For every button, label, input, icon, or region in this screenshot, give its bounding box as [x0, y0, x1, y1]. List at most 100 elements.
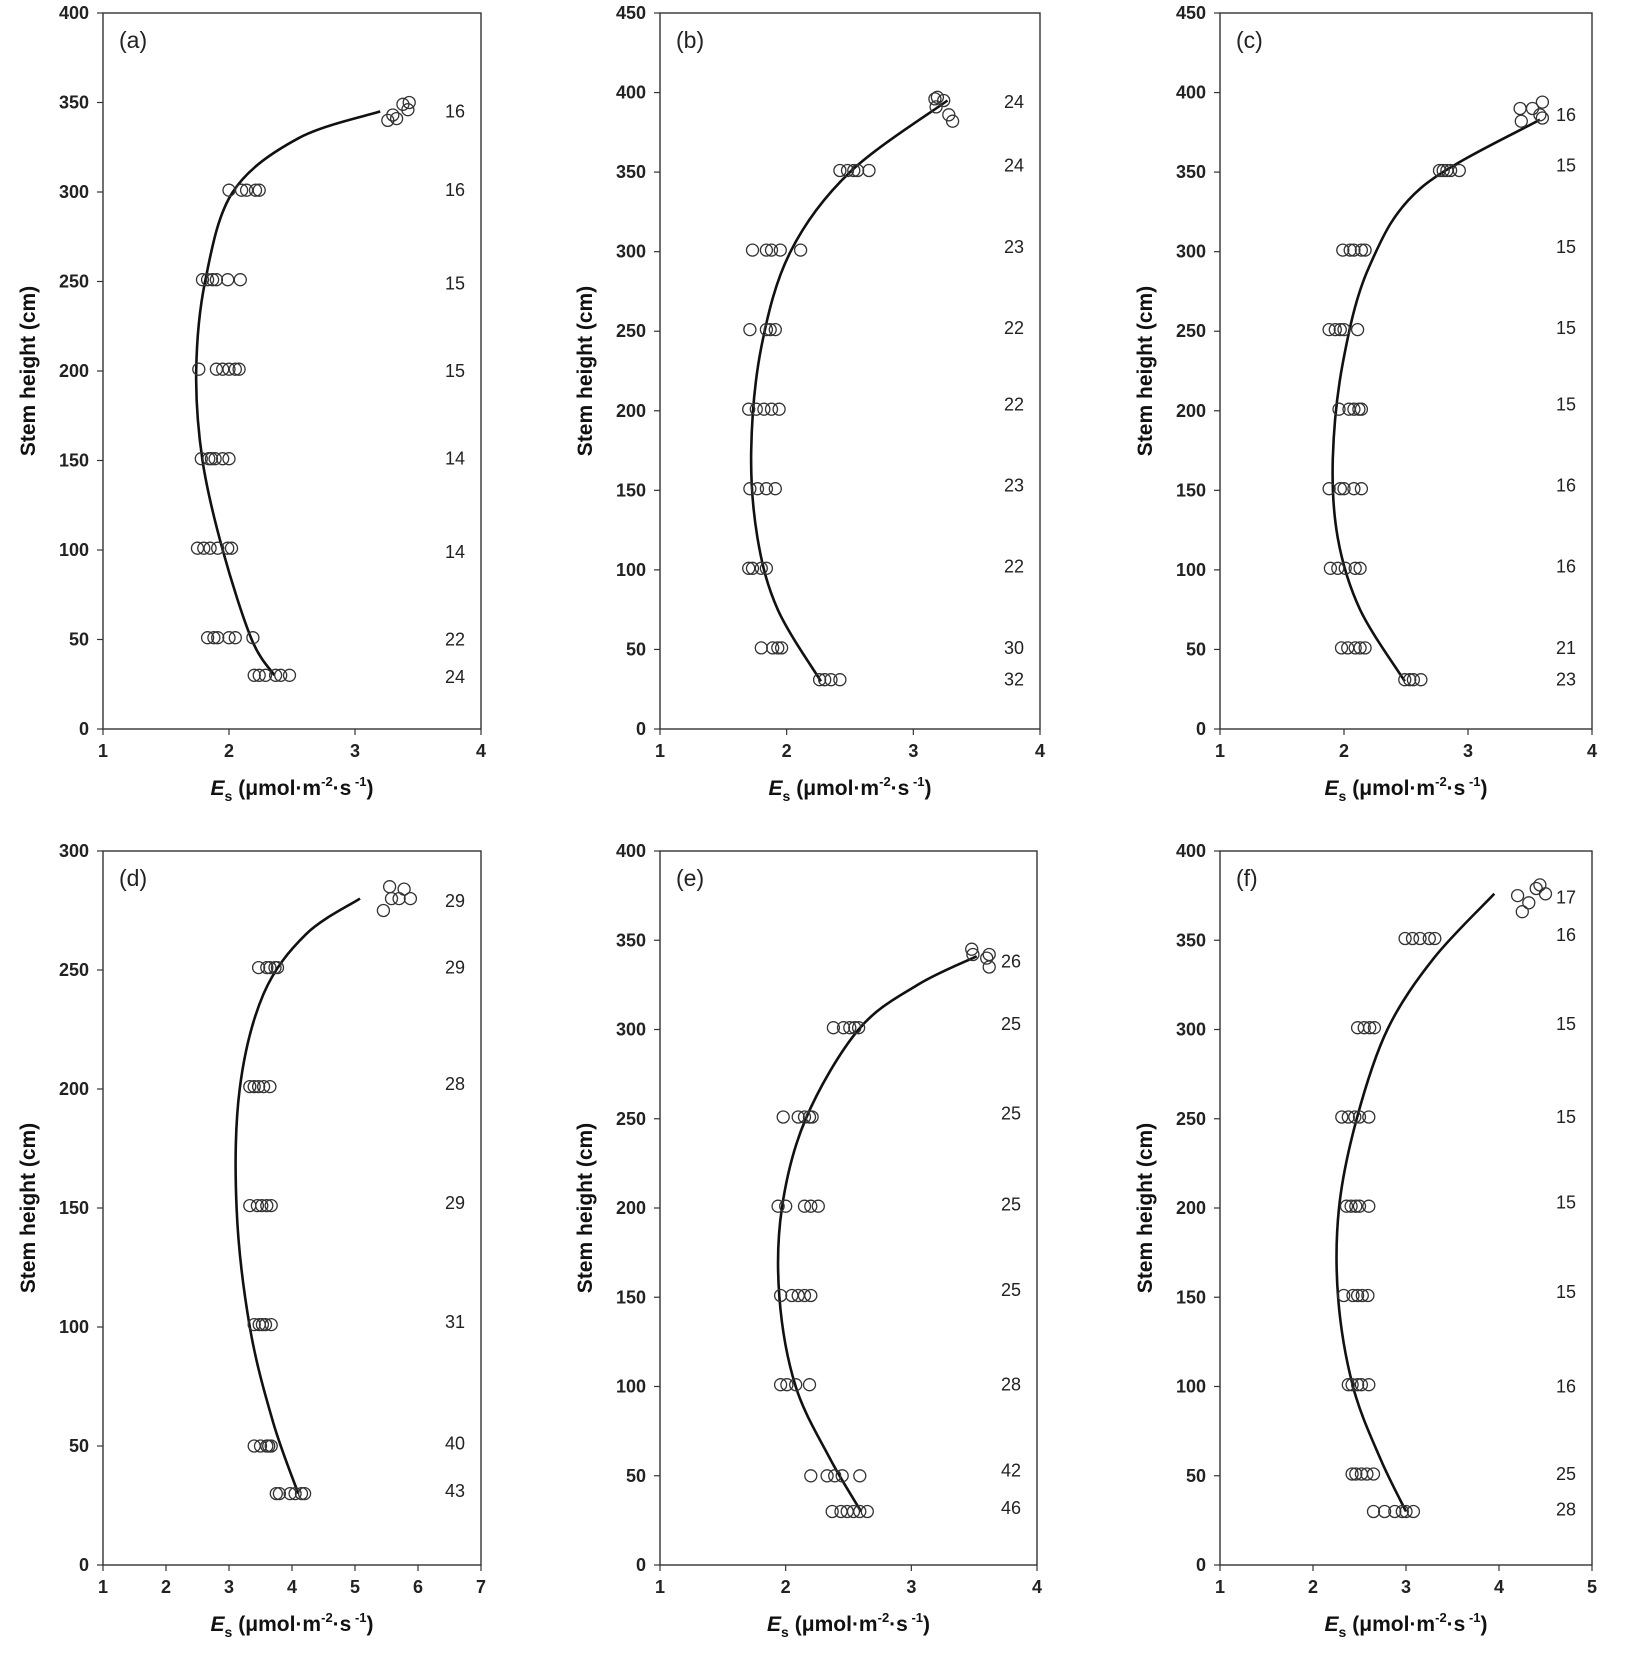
y-axis-label: Stem height (cm)	[1134, 1123, 1157, 1293]
sample-count-label: 22	[445, 630, 465, 650]
sample-count-label: 23	[1004, 476, 1024, 496]
data-point	[828, 1469, 842, 1483]
data-point	[253, 1439, 268, 1453]
y-tick-label: 400	[1176, 83, 1206, 103]
y-tick-label: 300	[59, 841, 89, 861]
data-point	[204, 452, 219, 466]
y-tick-label: 100	[616, 1377, 646, 1397]
x-tick-label: 3	[908, 741, 918, 761]
y-tick-label: 50	[626, 639, 646, 659]
data-point	[776, 1110, 790, 1124]
x-tick-label: 1	[655, 741, 665, 761]
data-point	[255, 1198, 269, 1213]
fit-curve	[749, 99, 949, 682]
data-point	[197, 541, 211, 555]
sample-count-label: 31	[445, 1312, 465, 1332]
data-point	[384, 891, 399, 906]
x-tick-label: 1	[98, 1577, 108, 1597]
data-point	[745, 561, 760, 575]
y-axis-label: Stem height (cm)	[17, 1123, 40, 1293]
data-point	[252, 668, 266, 682]
data-point	[258, 1317, 273, 1332]
y-tick-label: 200	[59, 361, 89, 381]
data-point	[1347, 482, 1361, 496]
data-point	[750, 482, 765, 496]
data-point	[1533, 108, 1547, 122]
data-point	[1432, 163, 1447, 178]
data-point	[1399, 1504, 1413, 1519]
data-point	[1341, 1378, 1355, 1392]
data-point	[263, 960, 277, 975]
y-tick-label: 300	[616, 242, 646, 262]
y-tick-label: 400	[616, 841, 646, 861]
data-point	[1357, 1021, 1371, 1035]
data-point	[804, 1199, 818, 1213]
data-point	[1354, 243, 1369, 257]
sample-count-label: 29	[445, 958, 465, 978]
data-point	[200, 631, 215, 645]
data-point	[774, 641, 789, 655]
data-point	[980, 951, 994, 965]
data-point	[1398, 673, 1412, 687]
data-point	[757, 402, 771, 416]
data-point	[763, 322, 777, 337]
x-tick-label: 4	[1035, 741, 1045, 761]
data-point	[260, 960, 274, 975]
data-point	[802, 1378, 817, 1392]
y-tick-label: 50	[1186, 1466, 1206, 1486]
x-axis-label-part: -1	[1465, 1610, 1480, 1625]
x-axis-label-part: -1	[908, 1610, 923, 1625]
data-point	[1346, 1288, 1360, 1303]
sample-count-label: 23	[1004, 237, 1024, 257]
y-tick-label: 250	[59, 960, 89, 980]
x-axis-label-part: -2	[879, 774, 891, 789]
data-point	[745, 243, 760, 257]
data-point	[294, 1486, 309, 1501]
x-tick-label: 5	[350, 1577, 360, 1597]
x-tick-label: 7	[476, 1577, 486, 1597]
data-point	[209, 273, 224, 287]
x-axis-label-part: E	[210, 777, 225, 800]
data-point	[1349, 1199, 1363, 1213]
data-point	[824, 673, 838, 687]
data-point	[256, 1079, 271, 1094]
data-point	[272, 1486, 287, 1501]
x-tick-label: 2	[781, 1577, 791, 1597]
data-point	[1362, 1378, 1376, 1392]
x-axis-label-part: (μmol·m	[238, 1613, 321, 1636]
data-point	[1322, 482, 1336, 496]
y-tick-label: 150	[59, 1198, 89, 1218]
sample-count-label: 23	[1556, 670, 1576, 690]
data-point	[818, 673, 832, 687]
y-tick-label: 150	[1176, 480, 1206, 500]
data-point	[945, 114, 960, 128]
sample-count-label: 16	[1556, 925, 1576, 945]
sample-count-label: 25	[1556, 1464, 1576, 1484]
y-tick-label: 350	[1176, 162, 1206, 182]
data-point	[773, 1288, 788, 1303]
data-point	[195, 273, 210, 287]
sample-count-label: 16	[1556, 476, 1576, 496]
x-axis-label-part: -2	[878, 1610, 890, 1625]
data-point	[826, 1021, 841, 1035]
y-tick-label: 50	[69, 630, 89, 650]
data-point	[1535, 111, 1550, 125]
sample-count-label: 26	[1001, 952, 1021, 972]
x-axis-label-part: ·s	[1447, 1613, 1466, 1636]
data-point	[843, 1021, 857, 1035]
x-axis-label-part: -1	[351, 1610, 366, 1625]
data-point	[264, 1317, 278, 1332]
x-tick-label: 2	[782, 741, 792, 761]
data-point	[1352, 1110, 1367, 1124]
x-axis-label-part: (μmol·m	[1352, 1613, 1435, 1636]
y-tick-label: 350	[616, 930, 646, 950]
sample-count-label: 16	[445, 180, 465, 200]
data-point	[860, 1504, 874, 1519]
sample-count-label: 32	[1004, 670, 1024, 690]
data-point	[937, 93, 951, 108]
sample-count-label: 22	[1004, 557, 1024, 577]
y-tick-label: 150	[616, 480, 646, 500]
sample-count-label: 15	[1556, 1014, 1576, 1034]
y-axis-label: Stem height (cm)	[574, 286, 597, 456]
sample-count-label: 25	[1001, 1280, 1021, 1300]
